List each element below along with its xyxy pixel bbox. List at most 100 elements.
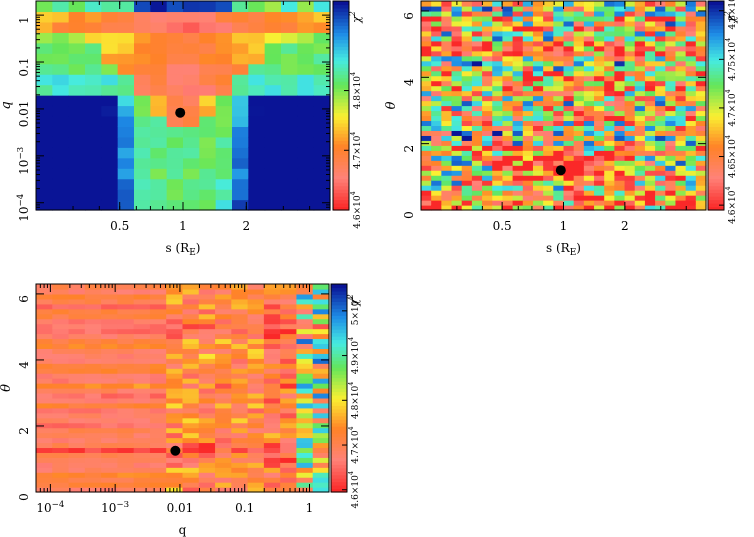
x-tick-label: 0.1: [235, 501, 254, 515]
heatmap-cell: [665, 165, 677, 171]
heatmap-cell: [231, 373, 249, 379]
heatmap-cell: [133, 353, 151, 359]
heatmap-cell: [583, 175, 595, 181]
heatmap-cell: [263, 427, 281, 434]
heatmap-cell: [101, 447, 118, 453]
heatmap-cell: [583, 180, 595, 186]
heatmap-cell: [101, 417, 118, 424]
heatmap-cell: [471, 115, 483, 122]
heatmap-cell: [280, 487, 298, 493]
heatmap-cell: [583, 50, 595, 57]
heatmap-cell: [248, 21, 266, 33]
heatmap-cell: [149, 383, 167, 389]
heatmap-cell: [594, 15, 605, 22]
heatmap-cell: [655, 115, 666, 122]
heatmap-cell: [512, 200, 524, 206]
heatmap-cell: [36, 417, 53, 424]
heatmap-cell: [117, 417, 135, 424]
heatmap-cell: [36, 147, 53, 159]
heatmap-cell: [441, 200, 453, 206]
heatmap-cell: [166, 147, 184, 159]
heatmap-cell: [461, 75, 473, 82]
heatmap-cell: [215, 313, 232, 320]
colorbar-swatch: [708, 42, 724, 47]
heatmap-cell: [166, 407, 184, 414]
heatmap-cell: [296, 388, 314, 394]
heatmap-cell: [133, 368, 151, 374]
heatmap-cell: [461, 25, 473, 32]
heatmap-cell: [655, 55, 666, 62]
heatmap-cell: [134, 136, 151, 148]
heatmap-cell: [264, 11, 282, 23]
heatmap-cell: [101, 136, 119, 148]
heatmap-cell: [532, 40, 544, 47]
heatmap-cell: [199, 74, 217, 86]
heatmap-cell: [36, 32, 53, 44]
heatmap-cell: [133, 383, 151, 389]
colorbar-swatch: [708, 46, 724, 51]
heatmap-cell: [675, 85, 687, 92]
heatmap-cell: [280, 422, 298, 429]
heatmap-cell: [215, 168, 233, 180]
heatmap-cell: [215, 368, 232, 374]
heatmap-cell: [655, 190, 666, 196]
heatmap-cell: [215, 462, 232, 468]
heatmap-cell: [263, 472, 281, 478]
heatmap-cell: [634, 185, 646, 191]
heatmap-cell: [101, 84, 119, 96]
heatmap-cell: [685, 180, 697, 186]
heatmap-cell: [594, 145, 605, 151]
heatmap-cell: [232, 63, 249, 75]
heatmap-cell: [101, 482, 118, 488]
colorbar-swatch: [331, 311, 347, 316]
heatmap-cell: [134, 115, 151, 127]
heatmap-cell: [563, 15, 575, 22]
heatmap-cell: [634, 120, 646, 127]
heatmap-cell: [232, 178, 249, 190]
heatmap-cell: [532, 105, 544, 112]
heatmap-cell: [231, 368, 249, 374]
heatmap-cell: [655, 100, 666, 107]
colorbar-tick-label: 4.6×104: [724, 186, 738, 223]
heatmap-cell: [502, 165, 514, 171]
heatmap-cell: [604, 145, 615, 151]
heatmap-cell: [198, 412, 216, 419]
heatmap-cell: [614, 150, 626, 156]
heatmap-cell: [182, 323, 200, 330]
heatmap-cell: [280, 343, 298, 349]
heatmap-cell: [553, 35, 565, 42]
heatmap-cell: [675, 70, 687, 77]
heatmap-cell: [133, 328, 151, 335]
heatmap-cell: [182, 318, 200, 325]
heatmap-cell: [431, 180, 442, 186]
heatmap-cell: [215, 437, 232, 444]
heatmap-cell: [215, 472, 232, 478]
heatmap-cell: [553, 155, 565, 161]
heatmap-cell: [183, 136, 200, 148]
heatmap-cell: [166, 457, 184, 463]
heatmap-cell: [604, 35, 615, 42]
heatmap-cell: [624, 15, 636, 22]
heatmap-cell: [553, 55, 565, 62]
heatmap-cell: [101, 74, 119, 86]
heatmap-cell: [247, 467, 265, 473]
heatmap-cell: [215, 11, 233, 23]
heatmap-cell: [52, 417, 70, 424]
heatmap-cell: [644, 185, 656, 191]
heatmap-cell: [182, 333, 200, 340]
heatmap-cell: [451, 5, 463, 12]
heatmap-cell: [133, 422, 151, 429]
heatmap-cell: [101, 378, 118, 384]
colorbar-swatch: [708, 49, 724, 54]
heatmap-cell: [101, 363, 118, 369]
heatmap-cell: [441, 135, 453, 141]
heatmap-cell: [512, 110, 524, 117]
heatmap-cell: [117, 298, 135, 305]
heatmap-cell: [52, 477, 70, 483]
colorbar-swatch: [333, 63, 349, 68]
heatmap-cell: [183, 11, 200, 23]
heatmap-cell: [247, 452, 265, 458]
colorbar-swatch: [708, 161, 724, 166]
colorbar-swatch: [708, 196, 724, 201]
heatmap-cell: [52, 338, 70, 345]
